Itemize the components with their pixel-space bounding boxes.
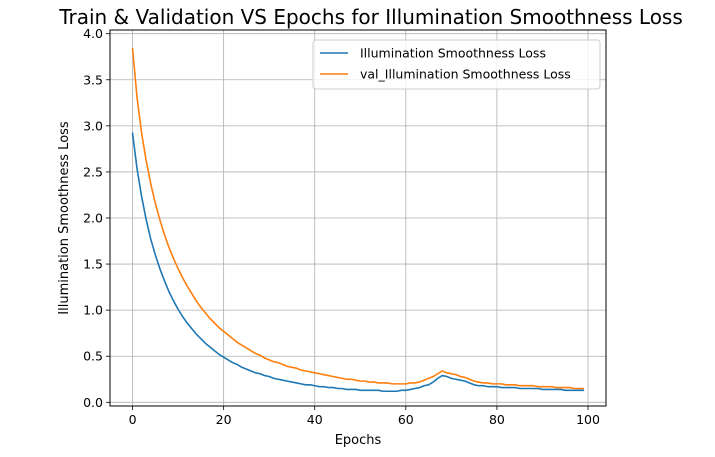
x-tick-label: 40 <box>307 412 323 427</box>
series-group <box>131 47 585 393</box>
y-axis-label: Illumination Smoothness Loss <box>57 121 72 315</box>
y-tick-label: 2.5 <box>83 164 103 179</box>
x-tick-label: 100 <box>576 412 600 427</box>
series-line-train <box>131 132 585 393</box>
chart-title: Train & Validation VS Epochs for Illumin… <box>58 5 683 29</box>
x-tick-label: 80 <box>489 412 505 427</box>
x-tick-label: 60 <box>398 412 414 427</box>
legend: Illumination Smoothness Loss val_Illumina… <box>312 39 601 90</box>
legend-label: Illumination Smoothness Loss <box>360 46 546 61</box>
y-tick-label: 0.5 <box>83 349 103 364</box>
x-axis-label: Epochs <box>335 433 382 448</box>
series-line-validation <box>131 47 585 390</box>
legend-box <box>312 39 601 90</box>
y-tick-label: 3.5 <box>83 72 103 87</box>
y-tick-label: 1.0 <box>83 303 103 318</box>
y-tick-label: 2.0 <box>83 211 103 226</box>
ticks: 0 20 40 60 80 100 0.0 0.5 1.0 1.5 2.0 2.5 3.0 3.5 4.0 <box>83 26 600 427</box>
x-tick-label: 0 <box>129 412 137 427</box>
y-tick-label: 0.0 <box>83 395 103 410</box>
y-tick-label: 3.0 <box>83 118 103 133</box>
x-tick-label: 20 <box>216 412 232 427</box>
legend-label: val_Illumination Smoothness Loss <box>360 67 571 82</box>
y-tick-label: 4.0 <box>83 26 103 41</box>
y-tick-label: 1.5 <box>83 257 103 272</box>
